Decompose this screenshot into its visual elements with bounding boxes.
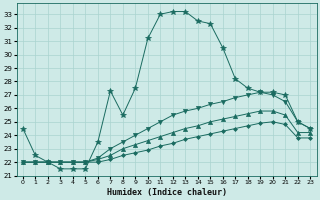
X-axis label: Humidex (Indice chaleur): Humidex (Indice chaleur)	[107, 188, 227, 197]
